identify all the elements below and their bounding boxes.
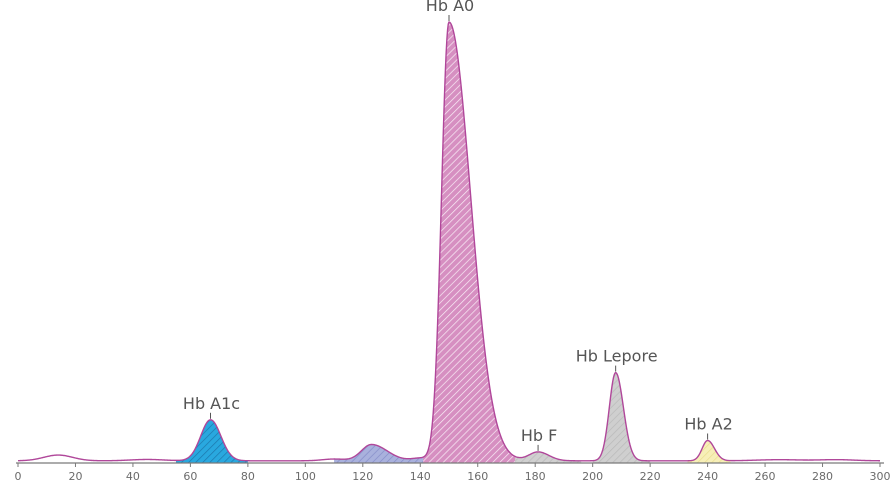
- peak-area-hb-f: [515, 451, 582, 463]
- x-tick-label: 280: [812, 470, 833, 483]
- peak-labels: Hb A1c Hb A0 Hb F Hb Lepore Hb A2: [183, 0, 733, 451]
- chromatogram-line: [17, 21, 881, 462]
- peak-area-hb-lepore: [592, 372, 651, 463]
- peak-areas: [176, 21, 731, 464]
- x-tick-label: 80: [241, 470, 255, 483]
- x-tick-label: 20: [68, 470, 82, 483]
- x-tick-label: 180: [525, 470, 546, 483]
- x-tick-label: 60: [183, 470, 197, 483]
- peak-label-hb-a1c: Hb A1c: [183, 394, 240, 413]
- x-tick-label: 160: [467, 470, 488, 483]
- x-tick-label: 100: [295, 470, 316, 483]
- x-tick-label: 300: [870, 470, 891, 483]
- peak-label-hb-a2: Hb A2: [684, 415, 732, 434]
- chromatogram-curve: [17, 21, 881, 462]
- peak-area-hb-a0: [423, 21, 539, 464]
- x-tick-label: 120: [352, 470, 373, 483]
- x-tick-label: 140: [410, 470, 431, 483]
- x-tick-label: 0: [15, 470, 22, 483]
- x-tick-label: 200: [582, 470, 603, 483]
- peak-label-hb-a0: Hb A0: [426, 0, 474, 15]
- x-tick-label: 240: [697, 470, 718, 483]
- x-tick-label: 260: [755, 470, 776, 483]
- x-axis: 0 20 40 60 80 100 120 140 160 180 200 220 240 260 280 3…: [15, 462, 891, 483]
- peak-area-hb-a1c: [176, 419, 248, 463]
- peak-label-hb-lepore: Hb Lepore: [576, 347, 658, 366]
- x-tick-label: 220: [640, 470, 661, 483]
- x-tick-label: 40: [126, 470, 140, 483]
- peak-label-hb-f: Hb F: [521, 426, 557, 445]
